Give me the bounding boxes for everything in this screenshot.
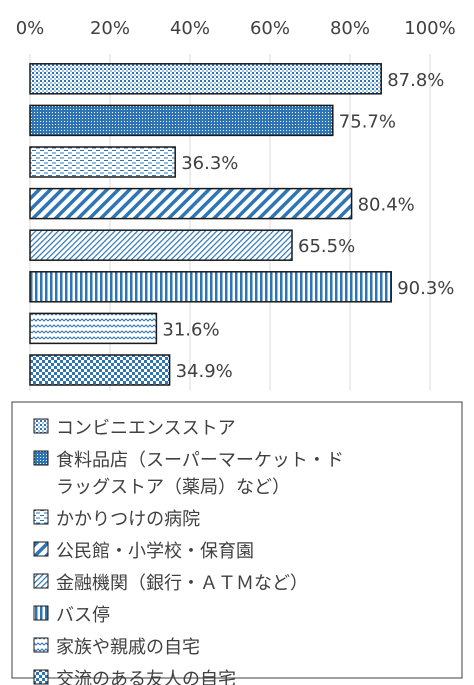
legend-label: コンビニエンスストア: [56, 418, 236, 439]
x-axis-ticks: 0% 20% 40% 60% 80% 100%: [16, 18, 456, 39]
bar: [29, 229, 293, 261]
legend-label: 金融機関（銀行・ＡＴＭなど）: [56, 573, 308, 594]
legend-swatch: [33, 573, 49, 589]
x-tick-label: 100%: [404, 18, 455, 39]
data-label: 34.9%: [176, 361, 233, 382]
bar: [29, 187, 353, 220]
x-tick-label: 20%: [90, 18, 130, 39]
legend-label: バス停: [56, 605, 110, 626]
x-tick-label: 0%: [16, 18, 45, 39]
legend-swatch: [33, 418, 49, 434]
legend-swatch: [33, 605, 49, 621]
legend-label: ラッグストア（薬局）など）: [56, 477, 290, 498]
legend-label: かかりつけの病院: [56, 509, 200, 530]
legend-swatch: [33, 669, 49, 685]
x-tick-label: 40%: [170, 18, 210, 39]
data-label: 31.6%: [162, 319, 219, 340]
bar: [29, 63, 382, 95]
data-label: 90.3%: [397, 278, 454, 299]
legend-swatch: [33, 450, 49, 466]
data-label: 80.4%: [358, 195, 415, 216]
data-label: 65.5%: [298, 236, 355, 257]
bar: [29, 146, 176, 178]
legend-label: 食料品店（スーパーマーケット・ド: [56, 450, 344, 471]
legend-label: 公民館・小学校・保育園: [56, 541, 254, 562]
data-label: 36.3%: [181, 153, 238, 174]
data-label: 87.8%: [387, 70, 444, 91]
legend-swatch: [33, 541, 49, 557]
bar: [29, 312, 158, 345]
bar: [29, 271, 392, 303]
legend-label: 交流のある友人の自宅: [56, 669, 236, 685]
x-tick-label: 80%: [330, 18, 370, 39]
data-labels: 87.8% 75.7% 36.3% 80.4%65.5% 90.3% 31.6% 34.9%: [162, 70, 454, 382]
legend-label: 家族や親戚の自宅: [56, 637, 200, 658]
data-label: 75.7%: [339, 111, 396, 132]
legend-swatch: [33, 637, 49, 653]
bar: [29, 104, 334, 137]
legend-swatch: [33, 509, 49, 525]
bars: [29, 63, 392, 386]
bar: [29, 354, 171, 386]
x-tick-label: 60%: [250, 18, 290, 39]
